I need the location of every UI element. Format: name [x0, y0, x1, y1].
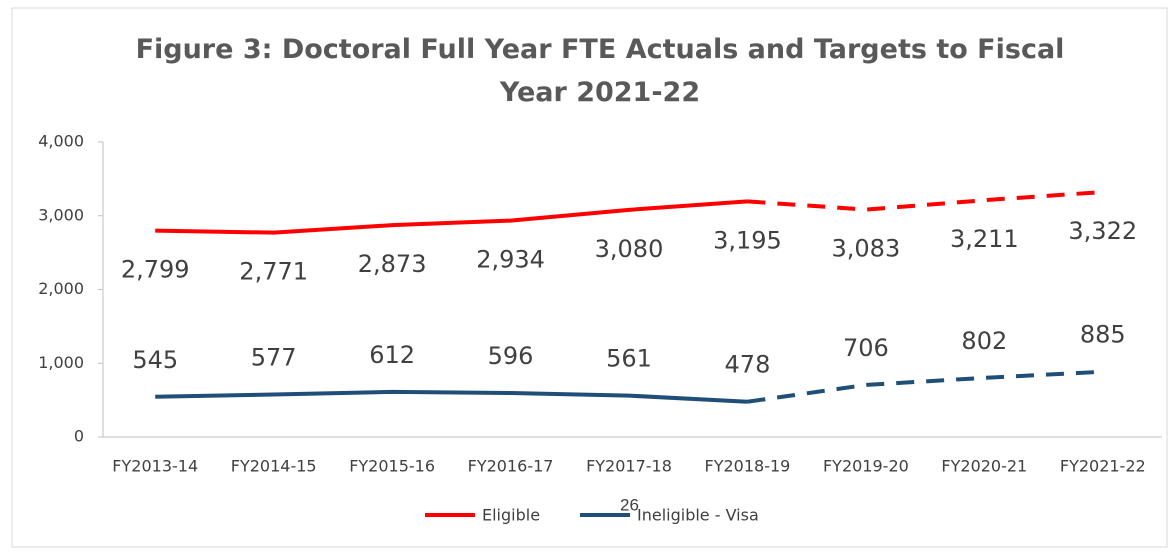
- legend-label: Eligible: [482, 506, 540, 525]
- y-tick-label: 1,000: [38, 353, 84, 372]
- y-tick-label: 2,000: [38, 279, 84, 298]
- x-tick-label: FY2018-19: [705, 457, 791, 476]
- x-tick-label: FY2013-14: [112, 457, 198, 476]
- data-label: 2,934: [476, 246, 545, 274]
- data-label: 612: [369, 341, 415, 369]
- data-label: 3,211: [950, 225, 1019, 253]
- data-label: 802: [961, 327, 1007, 355]
- x-tick-label: FY2016-17: [468, 457, 554, 476]
- data-label: 885: [1080, 321, 1126, 349]
- data-label: 577: [251, 343, 297, 371]
- data-label: 2,771: [239, 258, 308, 286]
- x-tick-label: FY2020-21: [941, 457, 1027, 476]
- x-tick-label: FY2019-20: [823, 457, 909, 476]
- data-label: 561: [606, 345, 652, 373]
- data-label: 3,080: [595, 235, 664, 263]
- data-label: 3,083: [832, 235, 901, 263]
- data-label: 3,195: [713, 226, 782, 254]
- line-actual: [155, 389, 748, 404]
- y-tick-label: 0: [74, 427, 84, 446]
- data-label: 706: [843, 334, 889, 362]
- annotation: 26: [620, 495, 639, 514]
- line-actual: [155, 199, 748, 235]
- line-target: [747, 369, 1103, 404]
- data-label: 2,873: [358, 250, 427, 278]
- data-label: 478: [725, 351, 771, 379]
- chart-border: [11, 7, 1168, 548]
- data-label: 2,799: [121, 256, 190, 284]
- line-target: [747, 190, 1103, 212]
- y-tick-label: 4,000: [38, 132, 84, 151]
- chart-title: Figure 3: Doctoral Full Year FTE Actuals…: [135, 34, 1065, 108]
- data-label: 3,322: [1068, 217, 1137, 245]
- legend-label: Ineligible - Visa: [637, 506, 759, 525]
- x-tick-label: FY2017-18: [586, 457, 672, 476]
- x-tick-label: FY2015-16: [349, 457, 435, 476]
- x-tick-label: FY2021-22: [1060, 457, 1146, 476]
- x-tick-label: FY2014-15: [231, 457, 317, 476]
- data-label: 596: [488, 342, 534, 370]
- y-tick-label: 3,000: [38, 205, 84, 224]
- data-label: 545: [132, 346, 178, 374]
